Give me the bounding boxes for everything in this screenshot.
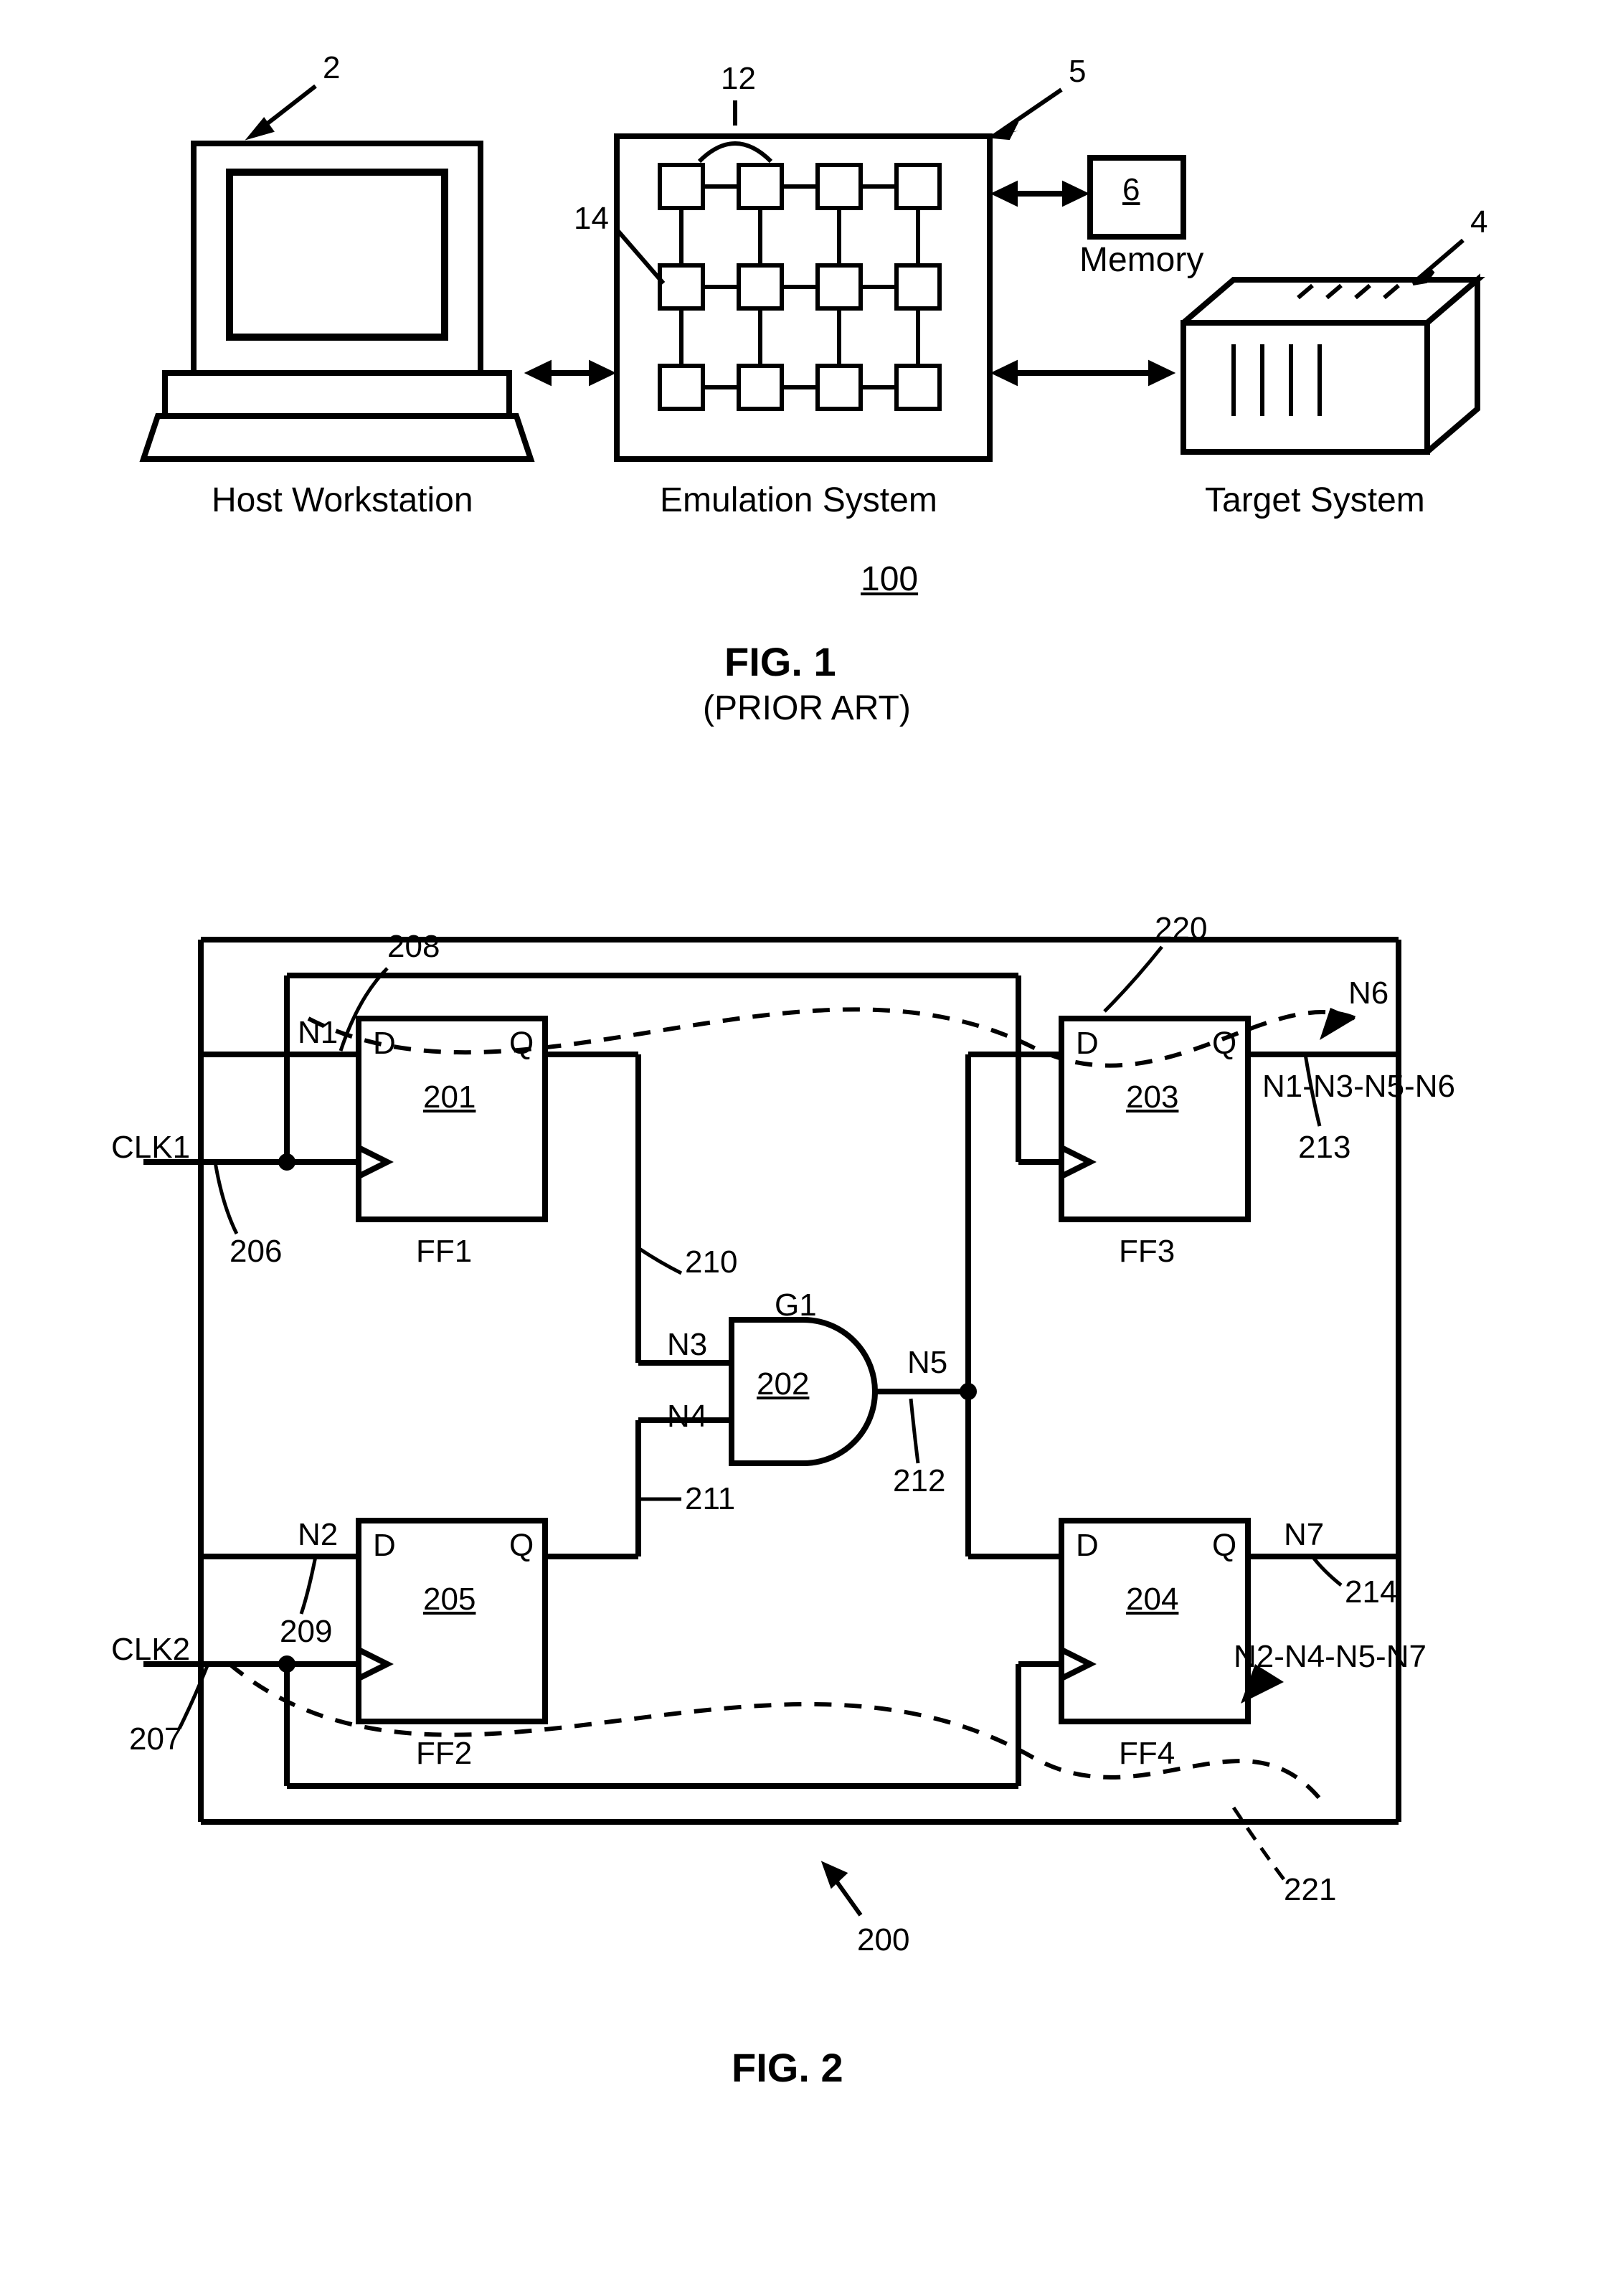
ff1-name: FF1	[416, 1234, 472, 1270]
n5-label: N5	[907, 1345, 947, 1381]
clk1-ref: 206	[230, 1234, 282, 1270]
n2-ref: 209	[280, 1614, 332, 1650]
host-label: Host Workstation	[212, 481, 473, 520]
n5-ref: 212	[893, 1463, 945, 1499]
fig1-title: FIG. 1	[724, 638, 836, 685]
ref-5: 5	[1069, 54, 1086, 90]
path1-ref: 220	[1155, 911, 1207, 947]
target-label: Target System	[1205, 481, 1425, 520]
n6-ref: 213	[1298, 1130, 1350, 1166]
clk2-ref: 207	[129, 1721, 181, 1757]
g1-ref: 202	[757, 1366, 809, 1402]
g1-name: G1	[775, 1288, 817, 1323]
host-workstation	[143, 143, 531, 459]
memory-label: Memory	[1079, 240, 1203, 280]
n7-label: N7	[1284, 1517, 1324, 1553]
n1-ref: 208	[387, 929, 440, 965]
clk2-label: CLK2	[111, 1632, 190, 1668]
ref-2: 2	[323, 50, 340, 86]
fig1-subtitle: (PRIOR ART)	[703, 689, 911, 728]
ff3-name: FF3	[1119, 1234, 1175, 1270]
system-ref: 100	[861, 559, 918, 599]
ff1-q: Q	[509, 1026, 534, 1062]
ff1-d: D	[373, 1026, 396, 1062]
ff1-ref: 201	[423, 1080, 476, 1115]
path2-label: N2-N4-N5-N7	[1234, 1639, 1427, 1675]
path2-ref: 221	[1284, 1872, 1336, 1908]
fig2-svg	[14, 875, 1618, 2094]
ff2-q: Q	[509, 1528, 534, 1564]
emu-label: Emulation System	[660, 481, 937, 520]
clk1-label: CLK1	[111, 1130, 190, 1166]
fig2-title: FIG. 2	[732, 2044, 843, 2091]
ff4-ref: 204	[1126, 1582, 1178, 1617]
ff4-q: Q	[1212, 1528, 1236, 1564]
ff4-d: D	[1076, 1528, 1099, 1564]
n3-ref: 210	[685, 1244, 737, 1280]
n4-label: N4	[667, 1399, 707, 1435]
n1-label: N1	[298, 1015, 338, 1051]
ref-6: 6	[1122, 172, 1140, 208]
ref-12: 12	[721, 61, 756, 97]
n2-label: N2	[298, 1517, 338, 1553]
path1-label: N1-N3-N5-N6	[1262, 1069, 1455, 1105]
circuit-ref: 200	[857, 1922, 909, 1958]
page: 2 12 14 5 6 4 Memory Host Workstation Em…	[14, 14, 1618, 2282]
n3-label: N3	[667, 1327, 707, 1363]
ff3-d: D	[1076, 1026, 1099, 1062]
n4-ref: 211	[685, 1481, 735, 1517]
n6-label: N6	[1348, 975, 1388, 1011]
ff4-name: FF4	[1119, 1736, 1175, 1772]
ff2-ref: 205	[423, 1582, 476, 1617]
ref-14: 14	[574, 201, 609, 237]
n7-ref: 214	[1345, 1574, 1397, 1610]
ff3-ref: 203	[1126, 1080, 1178, 1115]
ref-4: 4	[1470, 204, 1487, 240]
ff3-q: Q	[1212, 1026, 1236, 1062]
fig1-svg	[14, 14, 1618, 803]
ff2-name: FF2	[416, 1736, 472, 1772]
ff2-d: D	[373, 1528, 396, 1564]
